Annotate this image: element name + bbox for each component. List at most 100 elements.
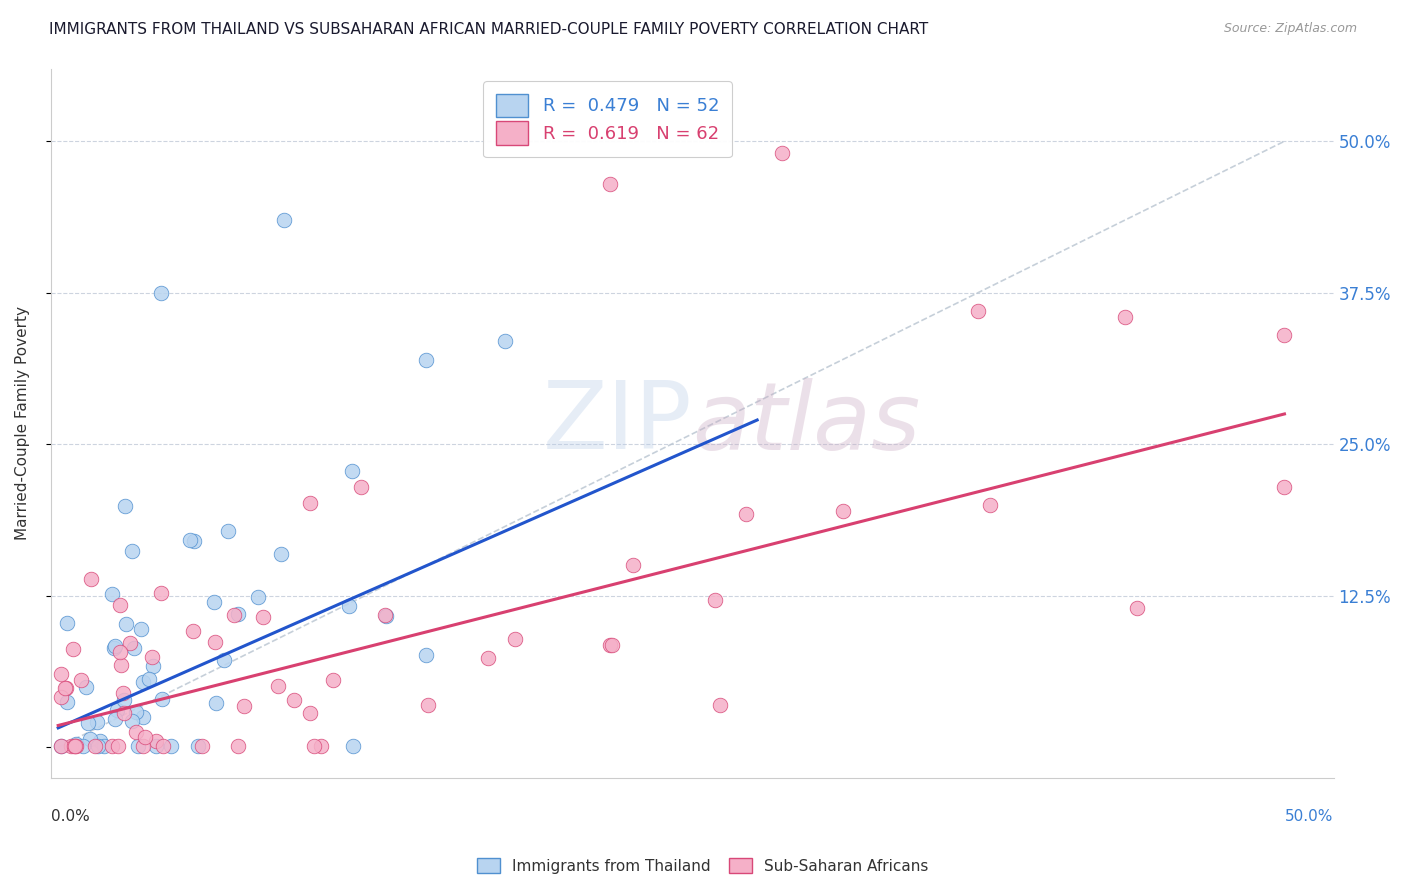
Point <box>770 146 793 161</box>
Point <box>112 706 135 721</box>
Point <box>65 737 87 751</box>
Point <box>150 586 173 600</box>
Point <box>270 547 292 561</box>
Point <box>704 592 727 607</box>
Point <box>112 693 135 707</box>
Point <box>600 639 623 653</box>
Point <box>86 715 108 730</box>
Point <box>298 706 321 720</box>
Point <box>108 645 131 659</box>
Point <box>191 739 214 753</box>
Point <box>494 334 516 349</box>
Point <box>65 739 87 753</box>
Point <box>51 739 73 753</box>
Point <box>80 572 103 586</box>
Point <box>350 480 373 494</box>
Point <box>734 507 756 521</box>
Point <box>56 695 79 709</box>
Point <box>222 608 245 623</box>
Point <box>114 500 136 514</box>
Point <box>104 639 127 653</box>
Point <box>115 617 138 632</box>
Point <box>132 739 155 753</box>
Point <box>142 659 165 673</box>
Point <box>53 681 76 695</box>
Point <box>1114 310 1136 324</box>
Point <box>298 496 321 510</box>
Point <box>63 739 86 753</box>
Point <box>709 698 731 712</box>
Point <box>342 464 364 478</box>
Point <box>266 679 288 693</box>
Point <box>621 558 644 572</box>
Point <box>72 739 94 753</box>
Point <box>232 698 254 713</box>
Point <box>138 672 160 686</box>
Point <box>110 598 132 612</box>
Point <box>124 705 146 719</box>
Point <box>967 304 990 318</box>
Point <box>217 524 239 538</box>
Point <box>283 693 305 707</box>
Point <box>1274 480 1296 494</box>
Legend: R =  0.479   N = 52, R =  0.619   N = 62: R = 0.479 N = 52, R = 0.619 N = 62 <box>484 81 733 157</box>
Point <box>150 285 173 300</box>
Point <box>152 691 174 706</box>
Point <box>93 739 115 753</box>
Text: 50.0%: 50.0% <box>1285 809 1333 824</box>
Text: 0.0%: 0.0% <box>51 809 90 824</box>
Point <box>599 638 621 652</box>
Point <box>105 703 128 717</box>
Text: Source: ZipAtlas.com: Source: ZipAtlas.com <box>1223 22 1357 36</box>
Point <box>101 739 124 753</box>
Point <box>111 686 134 700</box>
Point <box>342 739 364 753</box>
Point <box>183 624 205 638</box>
Point <box>49 667 72 681</box>
Point <box>49 690 72 704</box>
Point <box>121 714 143 728</box>
Point <box>104 712 127 726</box>
Point <box>226 607 249 621</box>
Point <box>62 642 84 657</box>
Point <box>75 681 97 695</box>
Point <box>302 739 325 753</box>
Point <box>374 607 396 622</box>
Point <box>83 739 105 753</box>
Point <box>118 636 141 650</box>
Point <box>132 709 155 723</box>
Point <box>79 732 101 747</box>
Point <box>415 352 437 367</box>
Point <box>1126 600 1149 615</box>
Point <box>246 591 269 605</box>
Point <box>204 696 226 710</box>
Point <box>121 544 143 558</box>
Point <box>599 177 621 191</box>
Point <box>322 673 344 688</box>
Point <box>49 739 72 753</box>
Point <box>204 635 226 649</box>
Point <box>226 739 249 753</box>
Legend: Immigrants from Thailand, Sub-Saharan Africans: Immigrants from Thailand, Sub-Saharan Af… <box>471 852 935 880</box>
Point <box>110 658 132 673</box>
Text: IMMIGRANTS FROM THAILAND VS SUBSAHARAN AFRICAN MARRIED-COUPLE FAMILY POVERTY COR: IMMIGRANTS FROM THAILAND VS SUBSAHARAN A… <box>49 22 928 37</box>
Point <box>309 739 332 753</box>
Point <box>273 213 295 227</box>
Point <box>62 739 84 753</box>
Point <box>107 739 129 753</box>
Point <box>979 498 1001 512</box>
Point <box>132 674 155 689</box>
Point <box>477 651 499 665</box>
Point <box>127 739 149 753</box>
Point <box>70 673 93 687</box>
Point <box>125 724 148 739</box>
Point <box>375 608 398 623</box>
Point <box>129 622 152 636</box>
Point <box>1274 328 1296 343</box>
Point <box>159 739 181 753</box>
Text: ZIP: ZIP <box>543 377 692 469</box>
Point <box>183 533 205 548</box>
Point <box>187 739 209 753</box>
Point <box>76 716 98 731</box>
Point <box>212 652 235 666</box>
